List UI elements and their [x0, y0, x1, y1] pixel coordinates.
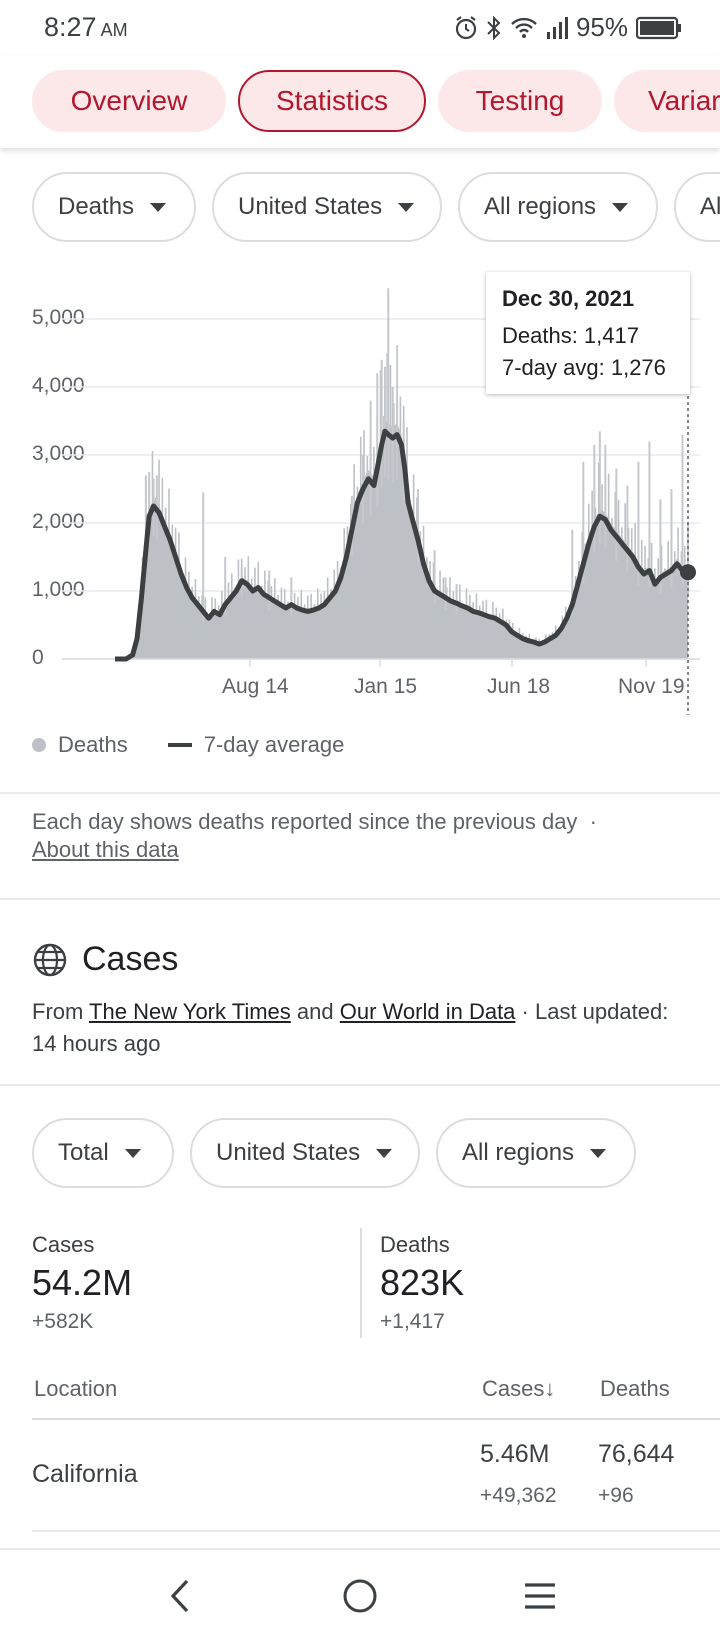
timeframe-dropdown[interactable]: Al	[674, 172, 720, 242]
total-dropdown-label: Total	[58, 1139, 109, 1166]
cases-section-title: Cases	[32, 940, 178, 979]
caret-down-icon	[376, 1148, 393, 1158]
row-location: California	[32, 1460, 138, 1488]
cases-source: From The New York Times and Our World in…	[32, 996, 672, 1060]
country-dropdown[interactable]: United States	[212, 172, 442, 242]
seven-day-average-line	[115, 428, 689, 662]
legend-average-swatch	[167, 743, 192, 747]
tooltip-deaths: Deaths: 1,417	[502, 323, 639, 348]
cases-summary-value: 54.2M	[32, 1262, 133, 1303]
last-updated: · Last updated: 14 hours ago	[32, 999, 669, 1056]
signal-icon	[546, 16, 568, 39]
y-tick-label: 1,000	[32, 578, 85, 601]
summary-divider	[360, 1228, 362, 1338]
y-tick-label: 2,000	[32, 510, 85, 533]
divider	[0, 1084, 720, 1086]
cases-summary-delta: +582K	[32, 1310, 94, 1333]
row-cases-delta: +49,362	[480, 1484, 557, 1507]
home-button[interactable]	[336, 1572, 384, 1620]
divider	[32, 1530, 720, 1532]
cases-region-label: All regions	[462, 1139, 575, 1166]
tab-testing[interactable]: Testing	[438, 70, 602, 132]
deaths-summary-value: 823K	[380, 1262, 465, 1303]
region-dropdown[interactable]: All regions	[458, 172, 658, 242]
battery-icon	[636, 16, 681, 39]
tab-overview[interactable]: Overview	[32, 70, 226, 132]
system-nav-bar	[0, 1548, 720, 1642]
y-tick-label: 4,000	[32, 374, 85, 397]
caret-down-icon	[590, 1148, 607, 1158]
cases-country-label: United States	[216, 1139, 361, 1166]
cases-region-dropdown[interactable]: All regions	[436, 1118, 636, 1188]
y-tick-label: 0	[32, 646, 44, 669]
caret-down-icon	[150, 202, 167, 212]
status-bar: 8:27 AM 95%	[0, 0, 720, 56]
owid-link[interactable]: Our World in Data	[339, 999, 516, 1024]
alarm-icon	[455, 15, 477, 39]
total-dropdown[interactable]: Total	[32, 1118, 174, 1188]
timeframe-dropdown-label: Al	[700, 193, 720, 220]
y-tick-label: 3,000	[32, 442, 85, 465]
row-deaths: 76,644	[598, 1440, 675, 1468]
legend-deaths-swatch	[32, 738, 46, 752]
tab-variants[interactable]: Variar	[614, 70, 720, 132]
cases-title-text: Cases	[82, 940, 179, 978]
x-tick-label: Nov 19	[618, 675, 685, 698]
caret-down-icon	[612, 202, 629, 212]
menu-icon	[525, 1583, 555, 1609]
deaths-summary-label: Deaths	[380, 1232, 450, 1257]
legend-average-label: 7-day average	[203, 732, 345, 757]
x-tick-label: Jan 15	[354, 675, 418, 698]
legend-deaths-label: Deaths	[58, 732, 128, 757]
table-header-divider	[32, 1418, 720, 1420]
back-button[interactable]	[156, 1572, 204, 1620]
region-dropdown-label: All regions	[484, 193, 597, 220]
source-and: and	[296, 999, 334, 1024]
row-cases: 5.46M	[480, 1440, 550, 1468]
cases-country-dropdown[interactable]: United States	[190, 1118, 420, 1188]
metric-dropdown[interactable]: Deaths	[32, 172, 196, 242]
column-header-deaths[interactable]: Deaths	[600, 1376, 670, 1401]
back-chevron-icon	[170, 1579, 189, 1613]
deaths-summary-delta: +1,417	[380, 1310, 445, 1333]
hover-point	[680, 564, 696, 581]
cases-header-label: Cases	[482, 1376, 545, 1401]
row-deaths-delta: +96	[598, 1484, 634, 1507]
data-note-text: Each day shows deaths reported since the…	[32, 809, 578, 834]
metric-dropdown-label: Deaths	[58, 193, 135, 220]
recents-button[interactable]	[516, 1572, 564, 1620]
tooltip-avg: 7-day avg: 1,276	[502, 355, 666, 380]
chart-tooltip: Dec 30, 2021 Deaths: 1,417 7-day avg: 1,…	[486, 272, 690, 394]
bluetooth-icon	[487, 15, 501, 40]
about-data-link[interactable]: About this data	[32, 837, 179, 862]
caret-down-icon	[398, 202, 415, 212]
divider	[0, 792, 720, 794]
column-header-location[interactable]: Location	[34, 1376, 118, 1401]
cases-summary-label: Cases	[32, 1232, 95, 1257]
globe-icon	[33, 943, 67, 976]
status-time: 8:27 AM	[44, 12, 128, 42]
battery-percent: 95%	[575, 12, 628, 42]
status-icons: 95%	[454, 12, 682, 43]
column-header-cases[interactable]: Cases↓	[482, 1376, 555, 1402]
tooltip-date: Dec 30, 2021	[502, 286, 635, 311]
tab-bar: Overview Statistics Testing Variar	[0, 56, 720, 148]
y-tick-label: 5,000	[32, 306, 85, 329]
chart-legend: Deaths 7-day average	[32, 732, 344, 758]
source-prefix: From	[32, 999, 84, 1024]
divider	[0, 898, 720, 900]
country-dropdown-label: United States	[238, 193, 383, 220]
caret-down-icon	[124, 1148, 141, 1158]
home-circle-icon	[343, 1579, 377, 1613]
x-tick-label: Aug 14	[222, 675, 289, 698]
wifi-icon	[511, 17, 537, 38]
x-tick-label: Jun 18	[487, 675, 551, 698]
data-note: Each day shows deaths reported since the…	[32, 808, 692, 864]
nyt-link[interactable]: The New York Times	[89, 999, 291, 1024]
sort-down-icon: ↓	[544, 1376, 556, 1401]
tab-statistics[interactable]: Statistics	[238, 70, 426, 132]
data-note-separator: ·	[589, 809, 597, 834]
deaths-chart[interactable]	[0, 270, 720, 720]
